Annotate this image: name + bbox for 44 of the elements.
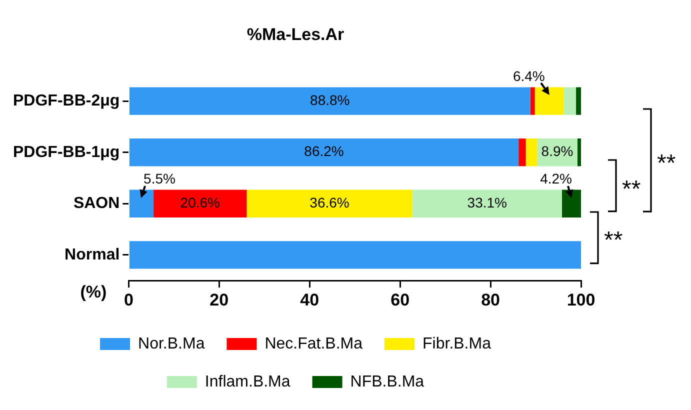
x-tick-label: 40 — [300, 290, 320, 310]
bar — [246, 190, 412, 218]
bar — [129, 87, 530, 115]
text: ** — [622, 176, 641, 203]
data-label: 8.9% — [541, 143, 574, 160]
legend-label: Fibr.B.Ma — [422, 335, 492, 352]
text: ** — [604, 227, 623, 254]
bar — [577, 138, 581, 166]
x-tick-label: 100 — [566, 290, 596, 310]
bar — [518, 138, 526, 166]
legend-label: Nec.Fat.B.Ma — [264, 335, 363, 352]
legend-label: NFB.B.Ma — [350, 373, 424, 390]
data-label: 6.4% — [512, 68, 545, 84]
data-label: 33.1% — [467, 194, 507, 211]
x-axis-title: (%) — [80, 282, 107, 302]
data-label: 4.2% — [540, 170, 572, 187]
data-label: 86.2% — [304, 143, 344, 160]
bar — [129, 190, 154, 218]
text: ** — [657, 150, 676, 178]
bar — [576, 87, 581, 115]
y-tick-label: SAON — [73, 195, 120, 212]
bar — [534, 87, 564, 115]
bar — [562, 190, 581, 218]
legend-label: Inflam.B.Ma — [204, 373, 290, 390]
data-label: 20.6% — [180, 194, 220, 211]
legend-label: Nor.B.Ma — [138, 335, 205, 352]
x-tick-label: 80 — [481, 290, 500, 310]
bar — [564, 87, 576, 115]
y-tick-label: Normal — [64, 246, 120, 264]
y-tick-label: PDGF-BB-1μg — [13, 144, 120, 161]
data-label: 36.6% — [310, 194, 350, 211]
data-label: 5.5% — [144, 170, 176, 187]
bar — [412, 190, 562, 218]
bar — [526, 138, 538, 166]
bar — [129, 138, 519, 166]
y-tick-label: PDGF-BB-2μg — [13, 92, 120, 110]
bar — [530, 87, 535, 115]
x-tick-label: 0 — [124, 290, 134, 310]
data-label: 88.8% — [310, 92, 350, 108]
chart-title: %Ma-Les.Ar — [246, 24, 345, 44]
bar — [129, 241, 581, 269]
bar — [154, 190, 247, 218]
x-tick-label: 60 — [390, 290, 410, 310]
x-tick-label: 20 — [210, 290, 229, 310]
